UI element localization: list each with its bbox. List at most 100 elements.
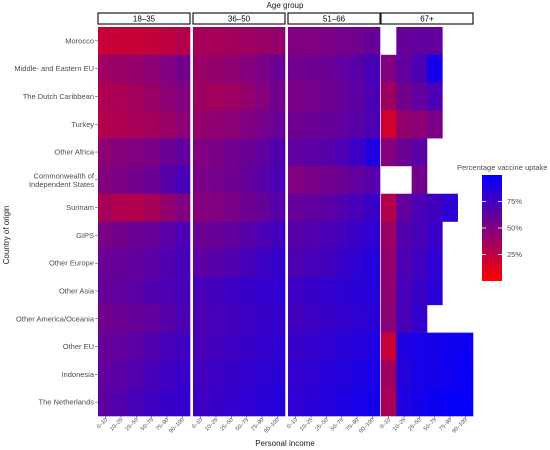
heatmap-cell (193, 193, 209, 222)
heatmap-cell (334, 221, 350, 250)
heatmap-cell (208, 82, 224, 111)
heatmap-cell (208, 221, 224, 250)
heatmap-cell (269, 360, 286, 389)
heatmap-cell (113, 304, 129, 333)
heatmap-cell (144, 82, 160, 111)
heatmap-cell (223, 110, 240, 139)
heatmap-cell (349, 165, 365, 195)
heatmap-cell (269, 193, 286, 222)
heatmap-cell (223, 193, 240, 222)
heatmap-cell (288, 165, 304, 195)
heatmap-cell (144, 277, 160, 306)
heatmap-cell (193, 110, 209, 139)
y-tick-label: Commonwealth of Independent States (29, 171, 95, 188)
heatmap-cell (193, 360, 209, 389)
heatmap-cell (254, 110, 270, 139)
heatmap-cell (288, 360, 304, 389)
heatmap-cell (288, 277, 304, 306)
top-axis-title: Age group (267, 1, 304, 10)
heatmap-cell (411, 110, 428, 139)
heatmap-cell (364, 388, 381, 417)
heatmap-cell (223, 304, 240, 333)
heatmap-cell (364, 249, 381, 278)
heatmap-cell (318, 332, 335, 361)
heatmap-cell (288, 138, 304, 167)
heatmap-cell (318, 110, 335, 139)
heatmap-cell (334, 304, 350, 333)
heatmap-cell (98, 249, 114, 278)
x-tick-label: 90–100 (263, 417, 280, 434)
heatmap-cell (208, 138, 224, 167)
heatmap-cell (159, 54, 175, 83)
heatmap-cell (364, 138, 381, 167)
heatmap-cell (427, 249, 443, 278)
heatmap-cell (254, 193, 270, 222)
x-tick-label: 0–10 (286, 417, 299, 430)
heatmap-cell (223, 165, 240, 195)
heatmap-cell (364, 54, 381, 83)
heatmap-cell (98, 193, 114, 222)
y-tick-label: The Dutch Caribbean (23, 92, 94, 101)
heatmap-cell (174, 388, 191, 417)
heatmap-cell (113, 277, 129, 306)
panel-label: 67+ (420, 15, 434, 24)
heatmap-cell (427, 221, 443, 250)
heatmap-cell (144, 27, 160, 56)
heatmap-cell (288, 27, 304, 56)
heatmap-cell (174, 54, 191, 83)
heatmap-cell (364, 221, 381, 250)
heatmap-cell (193, 82, 209, 111)
heatmap-cell (144, 110, 160, 139)
heatmap-cell (349, 54, 365, 83)
x-tick-label: 0–10 (191, 417, 204, 430)
y-tick-label: The Netherlands (39, 398, 95, 407)
heatmap-cell (159, 221, 175, 250)
heatmap-cell (128, 82, 145, 111)
heatmap-cell (334, 138, 350, 167)
heatmap-cell (396, 82, 412, 111)
heatmap-cell (364, 193, 381, 222)
heatmap-cell (303, 388, 319, 417)
heatmap-cell (334, 110, 350, 139)
heatmap-cell (254, 221, 270, 250)
heatmap-cell (208, 165, 224, 195)
heatmap-cell (288, 82, 304, 111)
panel-strip (192, 12, 286, 25)
heatmap-cell (364, 277, 381, 306)
heatmap-cell (396, 221, 412, 250)
heatmap-cell (288, 249, 304, 278)
heatmap-cell (427, 27, 443, 56)
heatmap-cell (269, 332, 286, 361)
x-tick-label: 50–75 (330, 417, 345, 432)
legend-ticks: 75% 50% 25% (482, 197, 522, 259)
heatmap-cell (411, 360, 428, 389)
heatmap-cell (144, 193, 160, 222)
heatmap-cell (239, 277, 255, 306)
heatmap-cell (193, 304, 209, 333)
heatmap-cell (269, 54, 286, 83)
heatmap-cell (381, 249, 397, 278)
heatmap-cell (349, 360, 365, 389)
heatmap-cell (318, 388, 335, 417)
heatmap-cell (364, 27, 381, 56)
panel-strip (380, 12, 474, 25)
heatmap-cell (457, 332, 474, 361)
heatmap-cell (381, 304, 397, 333)
heatmap-cell (349, 332, 365, 361)
heatmap-cell (128, 360, 145, 389)
heatmap-cell (254, 138, 270, 167)
heatmap-cell (303, 332, 319, 361)
heatmap-cell (288, 54, 304, 83)
heatmap-cell (223, 277, 240, 306)
heatmap-cell (174, 332, 191, 361)
heatmap-cell (318, 221, 335, 250)
heatmap-cell (381, 332, 397, 361)
heatmap-cell (364, 110, 381, 139)
x-tick-label: 25–50 (125, 417, 140, 432)
panel-label: 18–35 (133, 15, 156, 24)
heatmap-cell (254, 82, 270, 111)
heatmap-cell (442, 193, 458, 222)
